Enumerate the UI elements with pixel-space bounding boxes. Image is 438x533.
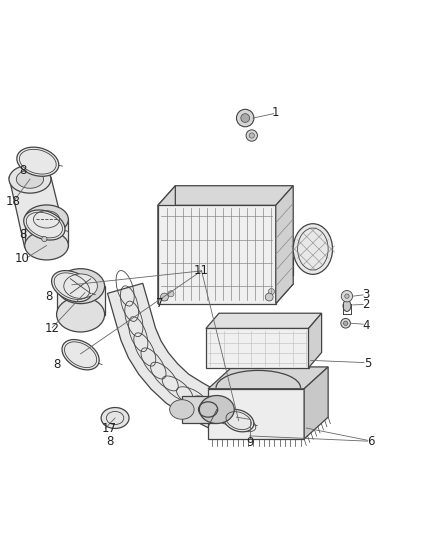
Polygon shape	[158, 284, 293, 304]
Circle shape	[268, 288, 275, 295]
Circle shape	[265, 293, 273, 301]
Text: 8: 8	[45, 290, 53, 303]
Ellipse shape	[25, 231, 68, 260]
Ellipse shape	[25, 205, 68, 234]
Ellipse shape	[17, 147, 59, 176]
Polygon shape	[25, 220, 68, 246]
Circle shape	[241, 114, 250, 123]
Circle shape	[160, 293, 168, 301]
Text: 5: 5	[364, 357, 371, 370]
Polygon shape	[304, 367, 328, 439]
Circle shape	[341, 290, 353, 302]
Polygon shape	[308, 313, 321, 368]
Text: 18: 18	[6, 196, 20, 208]
Polygon shape	[158, 185, 293, 205]
Circle shape	[343, 321, 348, 326]
Polygon shape	[57, 286, 105, 314]
Circle shape	[345, 294, 349, 298]
Ellipse shape	[57, 269, 105, 304]
Text: 3: 3	[363, 288, 370, 301]
Ellipse shape	[52, 271, 92, 302]
Ellipse shape	[57, 297, 105, 332]
Polygon shape	[9, 177, 68, 248]
Text: 11: 11	[194, 264, 209, 277]
Ellipse shape	[343, 300, 351, 311]
Polygon shape	[208, 367, 328, 389]
Text: 7: 7	[156, 297, 164, 310]
Polygon shape	[208, 389, 304, 439]
Circle shape	[168, 290, 174, 297]
Text: 9: 9	[246, 435, 253, 448]
Text: 10: 10	[15, 252, 30, 265]
Ellipse shape	[9, 165, 51, 193]
Circle shape	[237, 109, 254, 127]
Ellipse shape	[170, 400, 194, 419]
Ellipse shape	[293, 224, 332, 274]
Ellipse shape	[223, 409, 254, 432]
Polygon shape	[158, 185, 175, 304]
Polygon shape	[158, 205, 276, 304]
Ellipse shape	[64, 274, 97, 298]
Text: 8: 8	[106, 434, 113, 448]
Text: 4: 4	[362, 319, 370, 332]
Circle shape	[341, 318, 350, 328]
Text: 17: 17	[102, 423, 117, 435]
Polygon shape	[206, 328, 308, 368]
Text: 8: 8	[20, 228, 27, 241]
Text: 8: 8	[53, 358, 60, 372]
Ellipse shape	[199, 395, 234, 423]
Ellipse shape	[24, 210, 65, 240]
Text: 6: 6	[367, 434, 374, 448]
Polygon shape	[276, 185, 293, 304]
Ellipse shape	[62, 340, 99, 370]
Circle shape	[246, 130, 258, 141]
Text: 1: 1	[272, 106, 279, 119]
Circle shape	[42, 236, 47, 241]
Text: 2: 2	[362, 298, 370, 311]
Text: 12: 12	[45, 322, 60, 335]
Ellipse shape	[101, 408, 129, 429]
Circle shape	[249, 133, 254, 138]
Polygon shape	[182, 395, 217, 423]
Polygon shape	[107, 284, 246, 438]
Ellipse shape	[16, 170, 43, 188]
Polygon shape	[206, 313, 321, 328]
Text: 8: 8	[20, 164, 27, 177]
